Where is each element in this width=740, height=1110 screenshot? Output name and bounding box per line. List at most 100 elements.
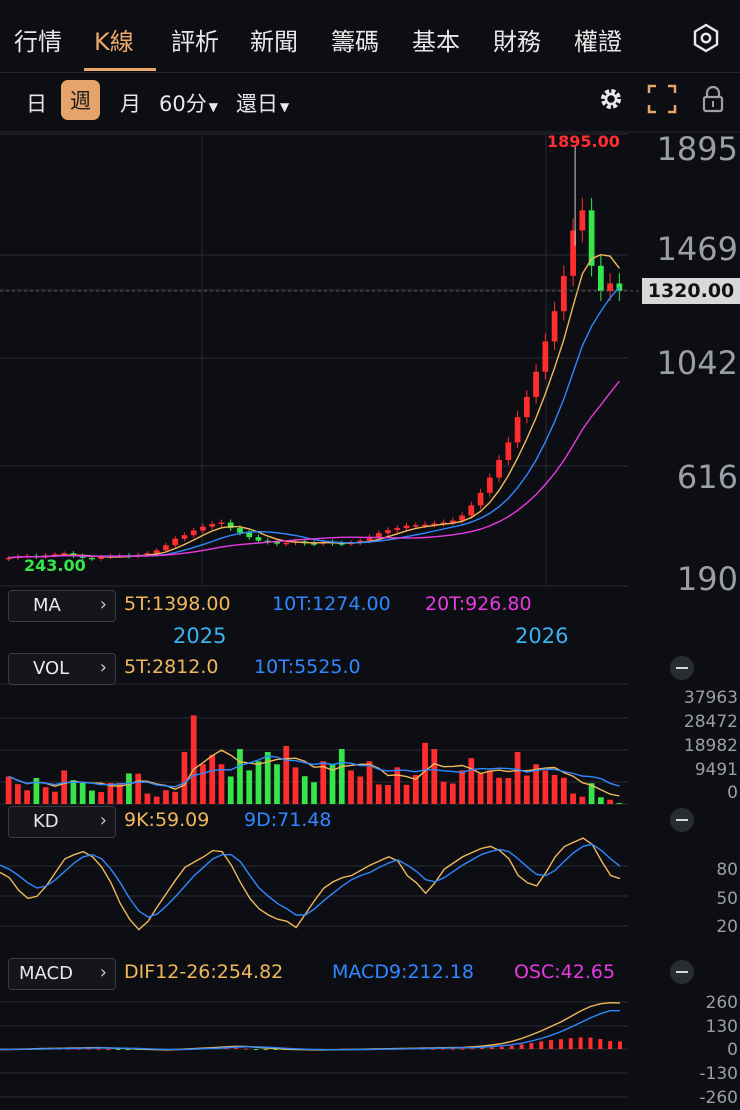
macd-osc-bar	[558, 1039, 563, 1049]
settings-hex-icon[interactable]	[690, 22, 722, 54]
volume-bar	[283, 745, 290, 804]
candle-body	[607, 283, 613, 292]
candle-body	[172, 538, 179, 546]
volume-bar	[338, 748, 345, 804]
tab-kline[interactable]: K線	[94, 28, 134, 56]
lock-icon[interactable]	[698, 84, 728, 114]
tab-chips[interactable]: 籌碼	[331, 28, 379, 56]
volume-bar	[163, 790, 169, 804]
macd-osc-bar	[519, 1044, 524, 1049]
candle-body	[283, 542, 290, 545]
macd-osc-bar	[598, 1039, 603, 1049]
candle-body	[477, 492, 484, 506]
macd-osc-bar	[578, 1037, 583, 1049]
chevron-right-icon: ›	[99, 594, 107, 615]
volume-bar	[533, 764, 539, 804]
ma-selector[interactable]: MA ›	[8, 590, 116, 622]
volume-bar	[412, 774, 419, 804]
volume-bar	[459, 770, 465, 804]
volume-bar	[579, 796, 586, 804]
candle-body	[98, 556, 105, 559]
ma10-value: 10T:1274.00	[272, 593, 391, 615]
volume-bar	[560, 777, 567, 804]
tab-basic[interactable]: 基本	[412, 28, 460, 56]
tab-analysis[interactable]: 評析	[171, 28, 219, 56]
period-month[interactable]: 月	[120, 92, 141, 116]
candle-body	[533, 371, 539, 397]
period-60min[interactable]: 60分 ▼	[159, 88, 218, 118]
collapse-vol-button[interactable]	[670, 656, 694, 680]
macd-osc-bar	[431, 1048, 436, 1050]
ma-name: MA	[33, 595, 61, 616]
macd-osc-bar	[490, 1047, 495, 1049]
candle-body	[338, 543, 345, 545]
macd-osc-bar	[608, 1041, 613, 1049]
vol-selector[interactable]: VOL ›	[8, 653, 116, 685]
macd-osc-bar	[480, 1047, 485, 1049]
adjust-dropdown[interactable]: 還日 ▼	[236, 88, 289, 118]
volume-bar	[607, 799, 613, 804]
gear-icon[interactable]	[596, 84, 626, 114]
collapse-macd-button[interactable]	[670, 960, 694, 984]
volume-bar	[107, 782, 114, 804]
volume-bar	[366, 761, 373, 804]
candle-body	[218, 522, 225, 525]
candle-body	[431, 523, 438, 526]
macd-dif-value: DIF12-26:254.82	[124, 961, 284, 983]
candle-body	[255, 537, 262, 541]
candle-body	[264, 540, 271, 543]
volume-bar	[357, 776, 364, 804]
volume-bar	[274, 764, 280, 804]
candle-body	[237, 528, 243, 533]
kd-axis-label: 50	[716, 889, 738, 909]
vol-axis-label: 0	[727, 783, 738, 803]
candle-body	[79, 555, 86, 558]
period-week[interactable]: 週	[61, 80, 100, 120]
tab-finance[interactable]: 財務	[493, 28, 541, 56]
volume-bar	[385, 785, 391, 804]
period-day[interactable]: 日	[26, 92, 47, 116]
macd-osc-bar	[618, 1041, 622, 1049]
macd-osc-bar	[588, 1037, 593, 1049]
volume-bar	[440, 781, 447, 804]
fullscreen-icon[interactable]	[647, 84, 677, 114]
macd-signal-value: MACD9:212.18	[332, 961, 474, 983]
macd-osc-bar	[86, 1048, 91, 1050]
volume-bar	[449, 783, 456, 804]
candle-body	[514, 417, 521, 443]
volume-bar	[218, 764, 225, 804]
kd-selector[interactable]: KD ›	[8, 806, 116, 838]
candle-body	[357, 540, 364, 543]
macd-osc-bar	[273, 1049, 278, 1050]
volume-bar	[514, 752, 521, 804]
volume-bar	[496, 777, 502, 804]
macd-signal-line	[0, 1010, 620, 1051]
tab-quote[interactable]: 行情	[14, 28, 62, 56]
candle-body	[394, 528, 401, 531]
candle-body	[311, 543, 317, 545]
volume-bar	[264, 752, 271, 804]
candle-body	[449, 520, 456, 523]
candle-body	[200, 526, 206, 531]
current-price-tag: 1320.00	[642, 278, 740, 304]
tab-warrant[interactable]: 權證	[574, 28, 622, 56]
volume-bar	[79, 782, 86, 804]
candle-body	[486, 477, 493, 493]
volume-bar	[200, 764, 206, 804]
volume-bar	[98, 792, 105, 804]
volume-bar	[181, 752, 188, 804]
collapse-kd-button[interactable]	[670, 808, 694, 832]
candle-body	[227, 522, 234, 529]
macd-selector[interactable]: MACD ›	[8, 958, 116, 990]
macd-osc-bar	[450, 1048, 455, 1050]
tab-news[interactable]: 新聞	[250, 28, 298, 56]
candle-body	[560, 275, 567, 312]
macd-axis-label: -130	[699, 1064, 738, 1084]
ma20-value: 20T:926.80	[425, 593, 532, 615]
macd-axis-label: 0	[727, 1040, 738, 1060]
vol-ma10-line	[8, 755, 620, 788]
volume-bar	[311, 782, 317, 804]
candle-body	[190, 530, 197, 536]
candle-body	[422, 524, 428, 527]
